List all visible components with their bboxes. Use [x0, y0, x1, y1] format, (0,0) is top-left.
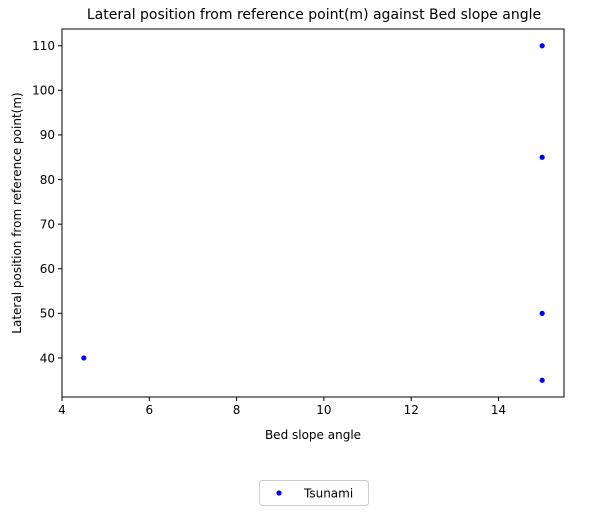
- data-point: [539, 377, 545, 383]
- legend-marker: [276, 490, 282, 496]
- legend-frame: [259, 480, 369, 506]
- chart-title: Lateral position from reference point(m)…: [87, 7, 541, 23]
- legend-label: Tsunami: [303, 487, 353, 501]
- y-tick-label: 50: [40, 307, 55, 321]
- x-tick-label: 12: [404, 403, 419, 417]
- y-axis-ticks: 40 50 60 70 80 90 100 110: [32, 39, 62, 365]
- data-points: [81, 43, 545, 383]
- data-point: [539, 310, 545, 316]
- data-point: [539, 154, 545, 160]
- y-tick-label: 90: [40, 128, 55, 142]
- y-tick-label: 80: [40, 173, 55, 187]
- y-axis-label: Lateral position from reference point(m): [10, 92, 24, 333]
- x-tick-label: 14: [491, 403, 506, 417]
- y-tick-label: 100: [32, 84, 55, 98]
- x-tick-label: 8: [233, 403, 241, 417]
- y-tick-label: 70: [40, 217, 55, 231]
- x-tick-label: 4: [58, 403, 66, 417]
- plot-frame: [61, 28, 565, 398]
- y-tick-label: 110: [32, 39, 55, 53]
- x-axis-ticks: 4 6 8 10 12 14: [58, 397, 506, 417]
- x-tick-label: 6: [145, 403, 153, 417]
- data-point: [81, 355, 87, 361]
- x-tick-label: 10: [316, 403, 331, 417]
- y-tick-label: 60: [40, 262, 55, 276]
- legend: Tsunami: [259, 480, 369, 506]
- y-tick-label: 40: [40, 351, 55, 365]
- data-point: [539, 43, 545, 49]
- x-axis-label: Bed slope angle: [265, 428, 361, 442]
